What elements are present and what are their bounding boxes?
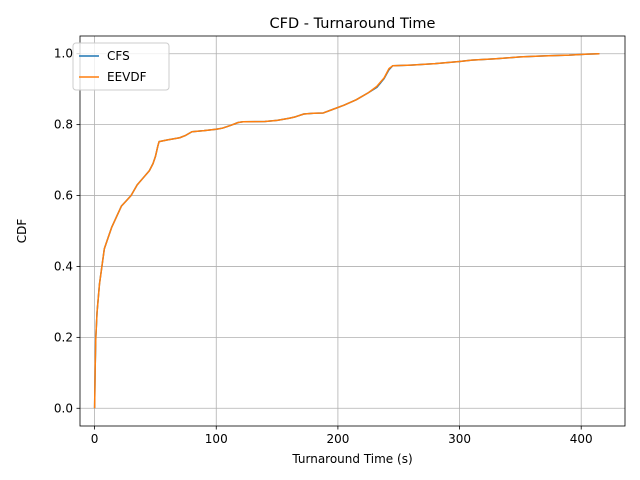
y-tick-label: 0.4 <box>54 259 73 273</box>
y-tick-label: 0.8 <box>54 118 73 132</box>
grid <box>80 36 625 426</box>
x-tick-label: 300 <box>448 432 471 446</box>
legend: CFS EEVDF <box>72 42 170 91</box>
series-line-eevdf <box>93 52 600 409</box>
ticks: 0 100 200 300 400 0.0 0.2 0.4 0.6 0.8 1.0 <box>54 47 593 446</box>
y-tick-label: 1.0 <box>54 47 73 61</box>
x-tick-label: 100 <box>205 432 228 446</box>
y-tick-label: 0.0 <box>54 401 73 415</box>
legend-label-eevdf: EEVDF <box>107 70 147 84</box>
series-lines <box>93 52 600 409</box>
legend-box <box>72 42 170 91</box>
y-tick-label: 0.2 <box>54 330 73 344</box>
y-axis-label: CDF <box>15 219 29 244</box>
plot-area-frame <box>79 35 626 427</box>
chart-title: CFD - Turnaround Time <box>270 16 436 32</box>
x-axis-label: Turnaround Time (s) <box>291 452 412 466</box>
y-tick-label: 0.6 <box>54 189 73 203</box>
x-tick-label: 400 <box>570 432 593 446</box>
legend-label-cfs: CFS <box>107 49 130 63</box>
x-tick-label: 200 <box>326 432 349 446</box>
x-tick-label: 0 <box>91 432 99 446</box>
